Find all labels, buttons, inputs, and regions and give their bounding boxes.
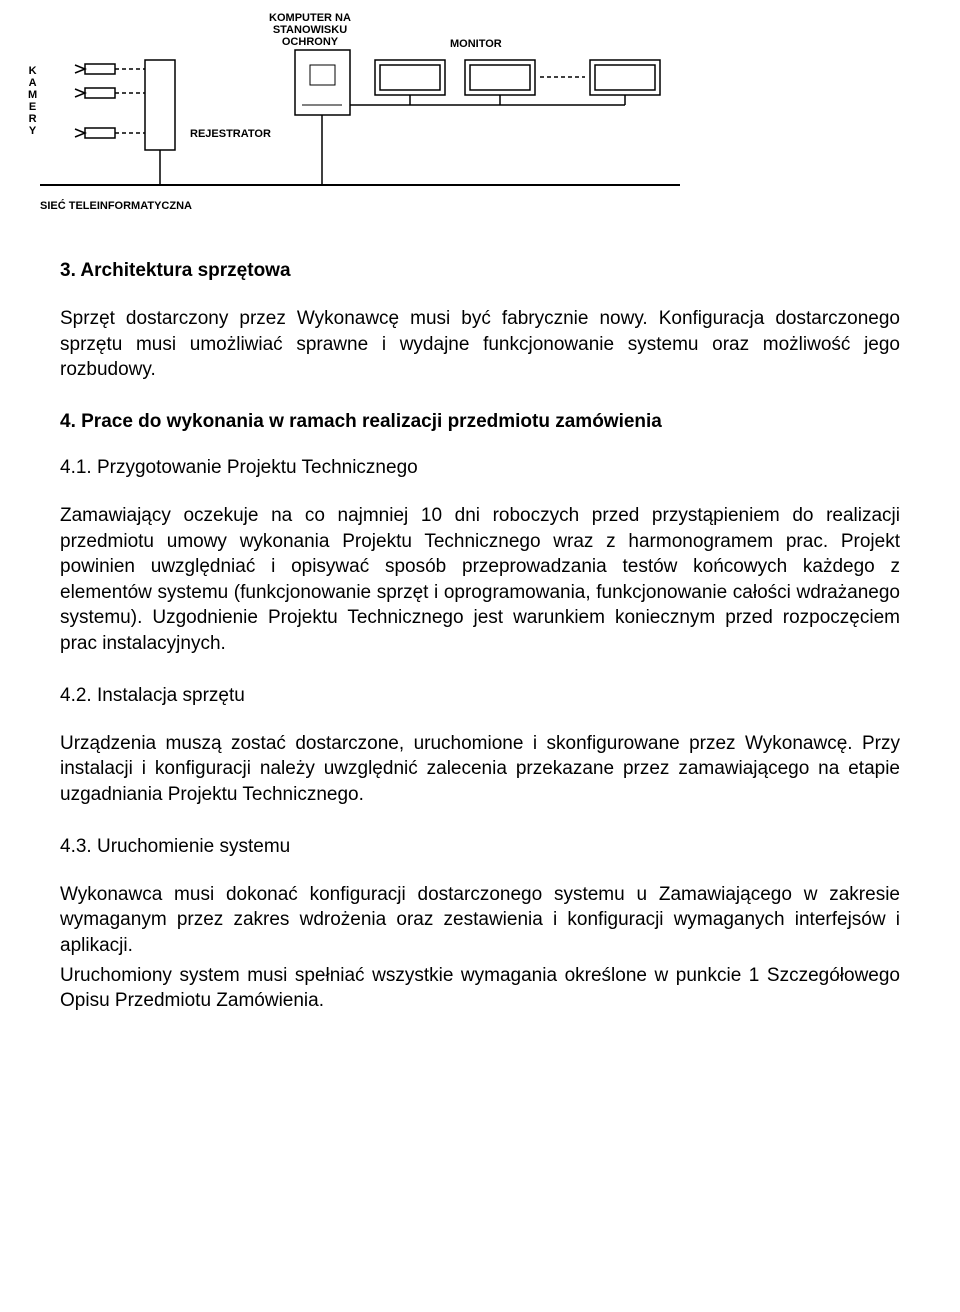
para-4-3-body: Wykonawca musi dokonać konfiguracji dost…	[60, 882, 900, 959]
label-komputer: KOMPUTER NA STANOWISKU OCHRONY	[255, 12, 365, 48]
document-body: 3. Architektura sprzętowa Sprzęt dostarc…	[0, 220, 960, 1014]
heading-4-2: 4.2. Instalacja sprzętu	[60, 685, 900, 707]
heading-4-3: 4.3. Uruchomienie systemu	[60, 836, 900, 858]
architecture-diagram: KAMERY	[20, 10, 700, 220]
label-rejestrator: REJESTRATOR	[190, 128, 271, 140]
para-4-3-body2: Uruchomiony system musi spełniać wszystk…	[60, 963, 900, 1014]
heading-4: 4. Prace do wykonania w ramach realizacj…	[60, 411, 900, 433]
para-4-1-body: Zamawiający oczekuje na co najmniej 10 d…	[60, 503, 900, 657]
heading-3: 3. Architektura sprzętowa	[60, 260, 900, 282]
label-monitor: MONITOR	[450, 38, 502, 50]
heading-4-1: 4.1. Przygotowanie Projektu Technicznego	[60, 457, 900, 479]
label-siec: SIEĆ TELEINFORMATYCZNA	[40, 200, 192, 212]
para-4-2-body: Urządzenia muszą zostać dostarczone, uru…	[60, 731, 900, 808]
para-3-body: Sprzęt dostarczony przez Wykonawcę musi …	[60, 306, 900, 383]
